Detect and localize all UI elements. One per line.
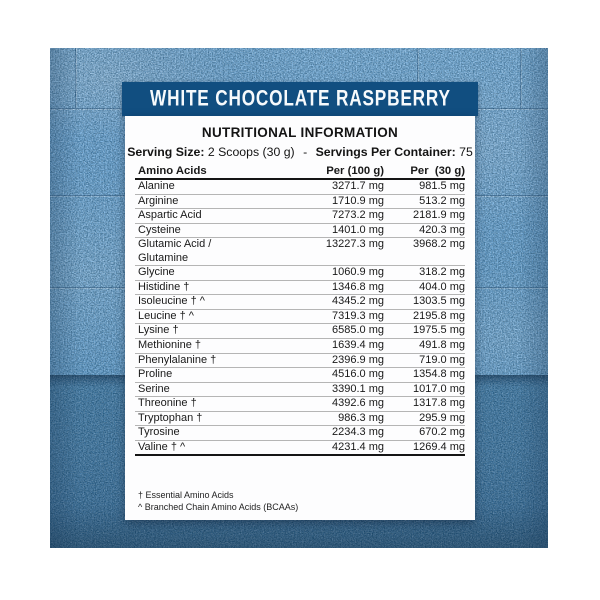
table-row: Leucine † ^ 7319.3 mg 2195.8 mg [135, 310, 465, 325]
per-100g-value: 2396.9 mg [332, 353, 384, 366]
amino-name: Alanine [138, 180, 175, 192]
per-30g-value: 420.3 mg [419, 223, 465, 236]
amino-name: Leucine † ^ [138, 309, 194, 322]
amino-name: Arginine [138, 194, 179, 207]
per-30g-value: 1269.4 mg [413, 440, 465, 453]
serving-size-label: Serving Size: [127, 145, 205, 159]
footnotes: † Essential Amino Acids ^ Branched Chain… [138, 490, 298, 513]
amino-name: Threonine † [138, 397, 197, 410]
table-row: Aspartic Acid 7273.2 mg 2181.9 mg [135, 209, 465, 224]
table-row: Lysine † 6585.0 mg 1975.5 mg [135, 324, 465, 340]
table-row: Methionine † 1639.4 mg 491.8 mg [135, 339, 465, 354]
per-30g-value: 491.8 mg [419, 339, 465, 352]
per-100g-value: 4392.6 mg [332, 397, 384, 410]
amino-name: Histidine † [138, 280, 190, 293]
table-row: Glutamic Acid / Glutamine 13227.3 mg 396… [135, 238, 465, 267]
per-30g-value: 670.2 mg [419, 426, 465, 439]
amino-name: Isoleucine † ^ [138, 295, 205, 308]
per-30g-value: 2181.9 mg [413, 209, 465, 222]
per-30g-value: 1354.8 mg [413, 368, 465, 381]
per-100g-value: 1060.9 mg [332, 266, 384, 279]
per-30g-value: 513.2 mg [419, 194, 465, 207]
per-100g-value: 4231.4 mg [332, 440, 384, 453]
per-100g-value: 3390.1 mg [332, 382, 384, 395]
per-100g-value: 1710.9 mg [332, 194, 384, 207]
per-100g-value: 6585.0 mg [332, 324, 384, 337]
servings-per-container-label: Servings Per Container: [315, 145, 456, 159]
per-100g-value: 4516.0 mg [332, 368, 384, 381]
amino-name: Cysteine [138, 223, 181, 236]
amino-name: Tryptophan † [138, 411, 203, 424]
table-row: Serine 3390.1 mg 1017.0 mg [135, 383, 465, 398]
amino-acids-table: Amino Acids Per (100 g) Per (30 g) Alani… [135, 164, 465, 457]
per-30g-value: 719.0 mg [419, 353, 465, 366]
per-100g-value: 1346.8 mg [332, 280, 384, 293]
flavor-header-bar: WHITE CHOCOLATE RASPBERRY [122, 82, 478, 116]
column-header-per-100g: Per (100 g) [326, 165, 384, 177]
amino-name: Methionine † [138, 339, 201, 352]
table-row: Alanine 3271.7 mg 981.5 mg [135, 180, 465, 195]
table-row: Histidine † 1346.8 mg 404.0 mg [135, 281, 465, 296]
section-title: NUTRITIONAL INFORMATION [201, 125, 399, 140]
per-100g-value: 7273.2 mg [332, 209, 384, 222]
per-30g-value: 318.2 mg [419, 266, 465, 279]
per-30g-value: 1975.5 mg [413, 324, 465, 337]
table-row: Threonine † 4392.6 mg 1317.8 mg [135, 397, 465, 412]
footnote-bcaa: ^ Branched Chain Amino Acids (BCAAs) [138, 501, 299, 512]
table-row: Tyrosine 2234.3 mg 670.2 mg [135, 426, 465, 441]
amino-name: Phenylalanine † [138, 353, 217, 366]
table-row: Arginine 1710.9 mg 513.2 mg [135, 195, 465, 210]
per-100g-value: 1639.4 mg [332, 339, 384, 352]
amino-name: Glutamic Acid / Glutamine [138, 238, 212, 264]
per-30g-value: 981.5 mg [419, 180, 465, 192]
amino-name: Serine [138, 382, 170, 395]
per-30g-value: 2195.8 mg [413, 309, 465, 322]
table-row: Proline 4516.0 mg 1354.8 mg [135, 368, 465, 383]
per-100g-value: 4345.2 mg [332, 295, 384, 308]
amino-name: Lysine † [138, 324, 179, 337]
per-100g-value: 986.3 mg [338, 411, 384, 424]
per-30g-value: 1303.5 mg [413, 295, 465, 308]
table-row: Phenylalanine † 2396.9 mg 719.0 mg [135, 354, 465, 369]
column-header-amino-acids: Amino Acids [138, 165, 207, 177]
serving-info: Serving Size: 2 Scoops (30 g) - Servings… [125, 145, 475, 159]
per-30g-value: 3968.2 mg [413, 238, 465, 251]
table-row: Cysteine 1401.0 mg 420.3 mg [135, 224, 465, 239]
per-100g-value: 2234.3 mg [332, 426, 384, 439]
per-30g-value: 404.0 mg [419, 280, 465, 293]
amino-name: Aspartic Acid [138, 209, 202, 222]
per-30g-value: 1017.0 mg [413, 382, 465, 395]
table-row: Valine † ^ 4231.4 mg 1269.4 mg [135, 441, 465, 457]
column-header-per-30g: Per (30 g) [410, 165, 465, 177]
footnote-essential: † Essential Amino Acids [138, 490, 234, 500]
per-100g-value: 3271.7 mg [332, 180, 384, 192]
per-100g-value: 1401.0 mg [332, 223, 384, 236]
per-30g-value: 1317.8 mg [413, 397, 465, 410]
table-row: Tryptophan † 986.3 mg 295.9 mg [135, 412, 465, 427]
amino-name: Tyrosine [138, 426, 180, 439]
table-row: Isoleucine † ^ 4345.2 mg 1303.5 mg [135, 295, 465, 310]
nutrition-panel: NUTRITIONAL INFORMATION Serving Size: 2 … [125, 116, 475, 520]
amino-name: Proline [138, 368, 173, 381]
per-100g-value: 7319.3 mg [332, 309, 384, 322]
serving-separator: - [303, 145, 308, 159]
amino-table-body: Alanine 3271.7 mg 981.5 mg Arginine 1710… [135, 180, 465, 457]
servings-per-container-value: 75 [459, 145, 473, 159]
per-100g-value: 13227.3 mg [325, 238, 384, 251]
flavor-title: WHITE CHOCOLATE RASPBERRY [149, 86, 451, 111]
amino-name: Glycine [138, 266, 175, 279]
table-row: Glycine 1060.9 mg 318.2 mg [135, 266, 465, 281]
amino-name: Valine † ^ [138, 440, 186, 453]
serving-size-value: 2 Scoops (30 g) [207, 145, 295, 159]
per-30g-value: 295.9 mg [419, 411, 465, 424]
table-header-row: Amino Acids Per (100 g) Per (30 g) [135, 164, 465, 180]
